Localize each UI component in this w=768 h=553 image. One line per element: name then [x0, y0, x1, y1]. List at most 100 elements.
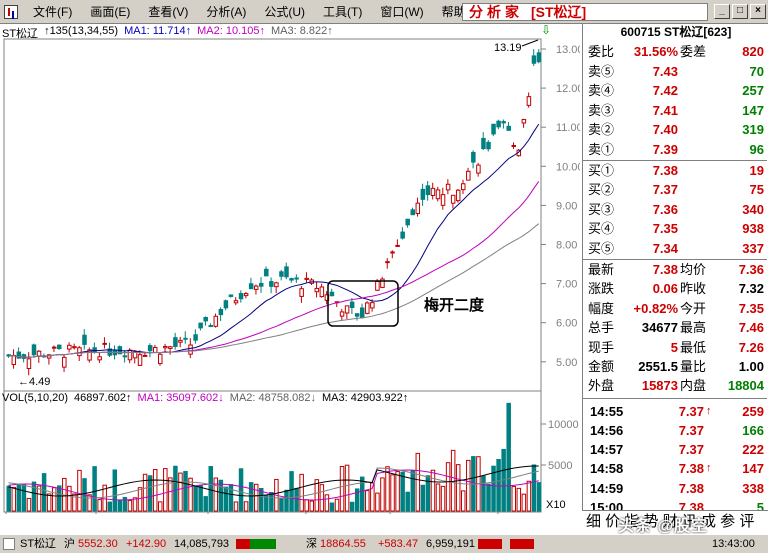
candle-body [16, 351, 22, 359]
menu-item[interactable]: 窗口(W) [380, 5, 424, 19]
candle-body [152, 346, 158, 353]
candle-body [380, 278, 385, 288]
candle-body [188, 344, 193, 355]
bid-row-value2: 337 [742, 240, 764, 256]
menu-item[interactable]: 公式(U) [264, 5, 305, 19]
vol-tick-label: 5000 [548, 460, 572, 472]
tick-price: 7.37 [678, 423, 704, 438]
stat-row-value2: 1.00 [738, 359, 764, 374]
menu-item[interactable]: 工具(T) [323, 5, 363, 19]
volume-bar [36, 485, 42, 512]
kline-chart-area[interactable]: 13.00 12.00 11.00 10.00 9.00 8.00 7.00 6.00 5.00… [0, 23, 584, 530]
ratio-row: 委比 31.56% 委差 820 [588, 42, 766, 61]
tick-vol: 338 [742, 480, 764, 496]
candle-body [405, 218, 410, 226]
ask-row-value2: 319 [742, 122, 764, 138]
ma2-value: MA2: 10.105↑ [197, 25, 265, 37]
sh-index: 5552.30 [78, 538, 118, 550]
bid-row-value: 7.34 [652, 240, 678, 256]
menu-item[interactable]: 查看(V) [148, 5, 189, 19]
volume-bar [314, 479, 320, 512]
candle-body [420, 188, 426, 200]
price-tick-label: 11.00 [556, 122, 580, 134]
candle-body [435, 189, 441, 200]
vol-value: 46897.602↑ [74, 392, 132, 404]
stat-row: 最新 7.38 均价 7.36 [588, 260, 766, 279]
volume-bar [531, 464, 537, 512]
menu-item[interactable]: 分析(A) [206, 5, 247, 19]
menu-item[interactable]: 文件(F) [33, 5, 73, 19]
app-title-box: 分析家 [ST松辽] [462, 3, 708, 21]
app-title: 分析家 [469, 4, 523, 20]
volume-bar [92, 466, 97, 512]
candle-body [233, 300, 239, 304]
stat-row-label: 最新 [588, 262, 615, 277]
ask-row-value2: 70 [749, 64, 764, 79]
candle-body [57, 344, 62, 349]
stat-row-value: +0.82% [633, 300, 678, 316]
candle-body [243, 293, 249, 297]
ma1-value: MA1: 11.714↑ [124, 25, 192, 37]
candle-body [354, 313, 360, 317]
volume-bar [269, 492, 274, 512]
volume-bar [390, 474, 395, 512]
tick-price: 7.38 [678, 480, 704, 496]
stat-row-label2: 均价 [680, 262, 707, 277]
ma-params: ↑135(13,34,55) [44, 25, 119, 37]
candle-body [486, 141, 491, 150]
chart-annotation: 梅开二度 [424, 297, 485, 314]
menu-item[interactable]: 画面(E) [90, 5, 131, 19]
sz-market: 深 [306, 538, 317, 550]
candle-body [466, 170, 471, 181]
candle-body [82, 334, 87, 345]
ma-header: ST松辽 ↑135(13,34,55) MA1: 11.714↑ MA2: 10… [2, 25, 333, 40]
volume-bar [233, 501, 239, 512]
volume-bar [97, 499, 102, 512]
maximize-button[interactable]: □ [732, 4, 748, 19]
candle-body [365, 302, 370, 314]
candle-body [476, 164, 481, 174]
volume-bar [375, 492, 380, 512]
ask-row: 卖⑤ 7.43 70 [588, 62, 766, 81]
volume-bar [430, 469, 436, 512]
candle-body [193, 334, 198, 341]
candle-body [501, 121, 506, 124]
volume-bar [349, 501, 355, 512]
stat-row-label: 涨跌 [588, 281, 615, 297]
tick-row: 14:58 7.38 ↑ 147 [588, 459, 766, 478]
candle-body [314, 287, 320, 293]
volume-bar [410, 470, 415, 512]
volume-bar [77, 469, 82, 512]
quote-tabs[interactable]: 细 价 指 势 财 讯 成 参 评 [582, 510, 768, 534]
stat-row-value: 34677 [641, 320, 678, 336]
candle-body [203, 316, 208, 322]
app-icon[interactable] [4, 5, 18, 19]
ask-row-label: 卖① [588, 141, 615, 157]
tick-time: 14:59 [590, 480, 624, 496]
vol-header: VOL(5,10,20) 46897.602↑ MA1: 35097.602↓ … [2, 392, 408, 406]
sh-market: 沪 [64, 538, 75, 550]
bid-row-value2: 340 [742, 201, 764, 217]
close-button[interactable]: × [750, 4, 766, 19]
stat-row-value: 0.06 [652, 281, 678, 297]
volume-bar [435, 483, 441, 512]
volume-bar [385, 466, 390, 512]
candle-body [238, 293, 244, 300]
candle-body [137, 354, 143, 366]
sz-up-bar [478, 539, 502, 549]
volume-bar [491, 465, 496, 512]
volume-bar [450, 449, 456, 512]
high-label: 13.19 [494, 42, 522, 54]
kline-chart-svg[interactable]: 13.00 12.00 11.00 10.00 9.00 8.00 7.00 6.00 5.00… [0, 23, 584, 530]
candle-body [461, 183, 466, 191]
down-arrow-icon: ⇩ [541, 24, 551, 37]
candle-body [496, 120, 501, 128]
volume-bar [309, 500, 314, 512]
candle-body [481, 137, 486, 150]
minimize-button[interactable]: _ [714, 4, 730, 19]
candle-body [178, 339, 183, 343]
candle-body [223, 300, 229, 309]
tick-row: 14:59 7.38 338 [588, 479, 766, 498]
candle-body [304, 277, 309, 280]
price-tick-label: 10.00 [556, 161, 580, 173]
